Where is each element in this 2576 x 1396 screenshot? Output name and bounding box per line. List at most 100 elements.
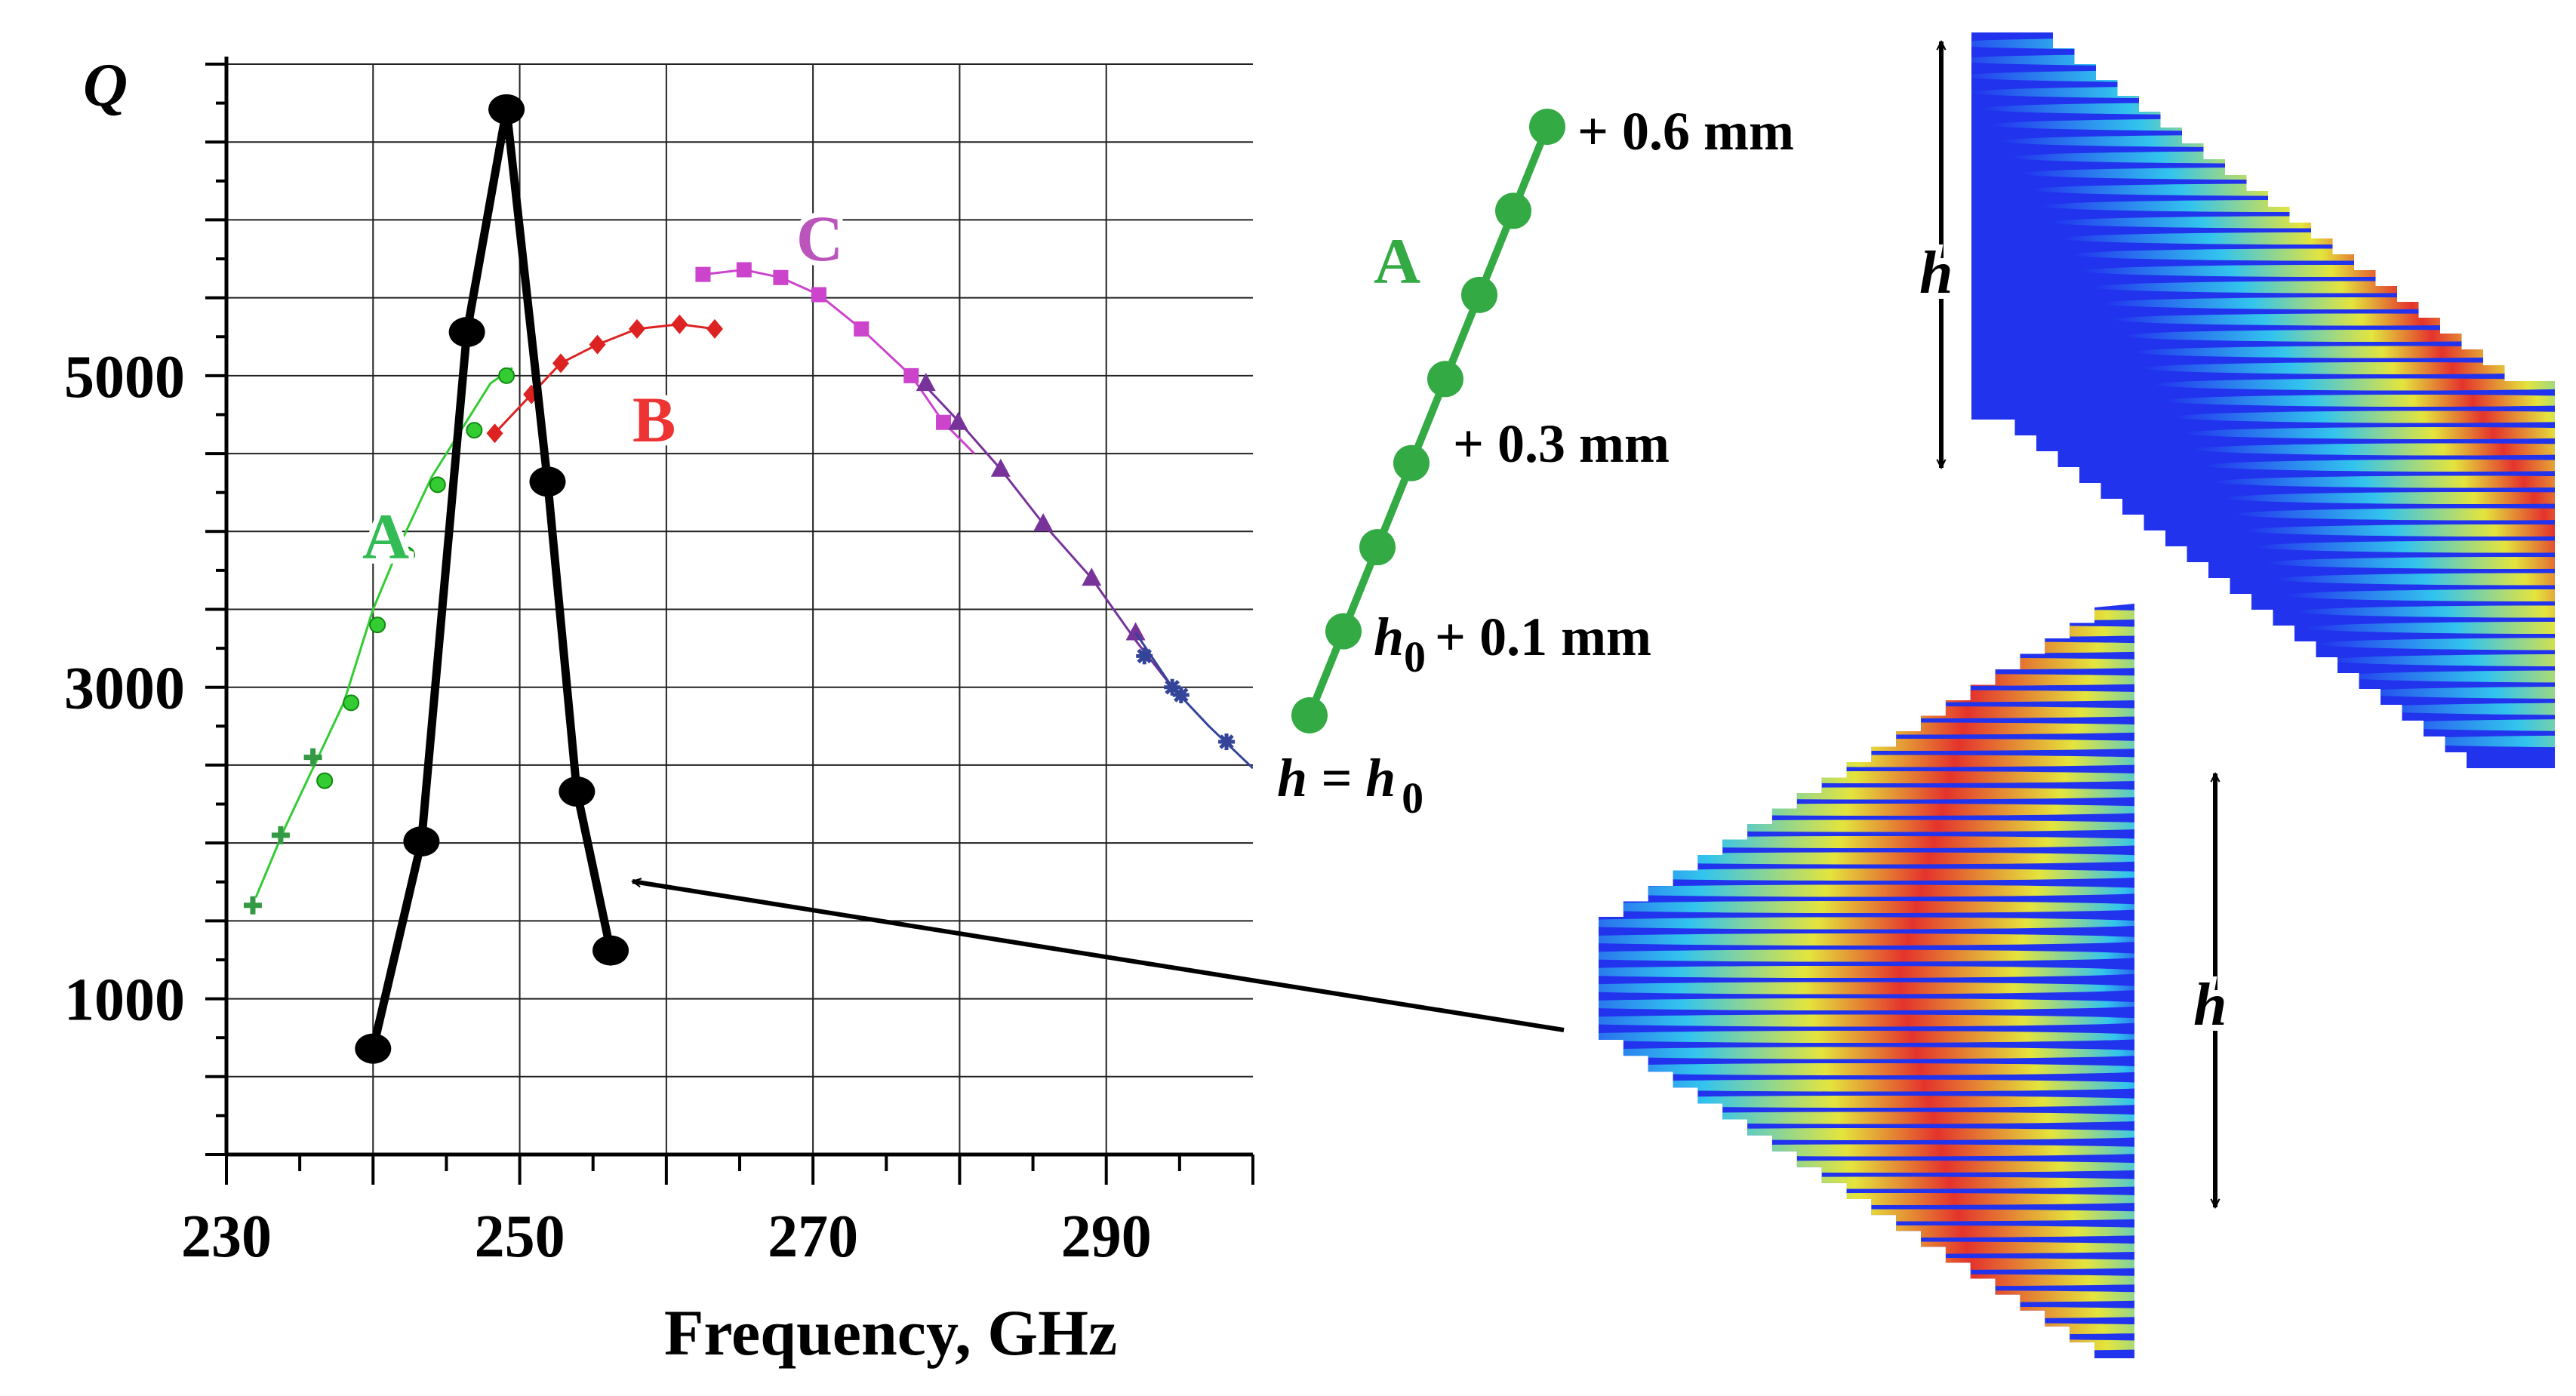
series [355,94,629,1064]
data-point [706,318,723,339]
field-stripe [2092,281,2555,294]
data-point [486,423,503,444]
field-stripe [1599,804,2134,816]
field-stripe [1971,38,2438,50]
field-stripe [2051,216,2550,229]
series [1134,632,1253,770]
field-stripe [1980,103,2479,115]
field-stripe [1612,609,2134,621]
height-dot [1461,276,1497,313]
data-point [529,466,566,497]
height-dot [1325,613,1362,650]
field-stripe [1599,787,2134,800]
data-point [243,896,262,915]
field-stripe [1599,901,2134,913]
data-point [629,318,645,339]
field-stripe [1599,706,2134,718]
field-stripe [1599,1209,2134,1222]
data-point [592,935,629,966]
data-point-mark [303,748,322,767]
data-point [916,373,936,392]
x-tick-label: 270 [768,1204,858,1270]
y-axis-label: Q [83,51,128,119]
field-stripe [2286,589,2555,601]
data-point [773,269,789,285]
h-dimension-top: h [1913,42,1959,468]
field-stripe [2255,540,2555,553]
field-stripe [1599,1144,2134,1157]
field-stripe [2307,622,2555,634]
grid [226,63,1253,1155]
field-stripe [1599,982,2134,995]
field-stripe [1599,949,2134,962]
field-stripe [2245,524,2555,537]
field-stripe [1990,118,2489,131]
field-stripe [2205,460,2555,472]
tick-labels: 230 250 270 290 1000 3000 5000 [64,344,1152,1270]
height-dots [1291,109,1565,733]
data-point [369,617,386,634]
x-tick-label: 230 [181,1204,272,1270]
field-stripe [1599,819,2134,832]
field-stripe [2266,557,2555,569]
field-stripe [1599,739,2134,751]
field-stripe [1599,1274,2134,1287]
data-point [903,367,919,383]
field-stripe [1599,1258,2134,1270]
data-point [316,772,334,789]
data-point [1172,687,1190,704]
axes [205,57,1254,1185]
data-point [488,94,525,125]
field-stripe [2327,654,2555,666]
field-stripe [1599,1290,2134,1302]
field-distribution-bottom [1599,604,2134,1358]
y-tick-label: 5000 [64,344,185,410]
data-point [552,353,569,374]
field-stripe [1971,86,2469,99]
data-point [589,334,606,355]
data-point [854,321,869,337]
data-point [271,826,290,844]
series-layer [243,94,1253,1064]
data-point [303,748,322,767]
data-point [1136,647,1153,665]
field-stripe [1599,852,2134,865]
field-stripe [2368,719,2555,731]
field-stripe [2174,410,2555,423]
h0-symbol: h [1374,607,1404,667]
data-point [811,287,826,303]
data-point [1218,733,1236,750]
series-a-label: A [362,500,409,573]
data-point [736,262,752,278]
field-stripe [2062,232,2555,244]
height-dot [1359,529,1396,566]
field-stripe [1599,722,2134,735]
h-equals-text: h = h [1277,748,1396,808]
field-stripe [2377,735,2555,748]
field-stripe [1611,1339,2134,1351]
height-legend-title: A [1374,225,1420,297]
h0-subscript: 0 [1404,632,1426,681]
y-tick-label: 1000 [64,967,185,1034]
field-stripe [1607,1323,2134,1335]
field-stripe [2153,378,2555,391]
data-point [466,422,483,439]
field-stripe [2082,265,2555,277]
x-axis-label: Frequency, GHz [664,1296,1117,1369]
data-point [398,546,415,564]
data-point [948,411,968,430]
field-stripe [2347,687,2555,699]
data-point [559,776,596,807]
field-stripe [1599,1079,2134,1092]
field-stripe [1599,933,2134,946]
field-stripe [1599,1128,2134,1140]
height-dot [1427,361,1463,398]
field-stripe [1599,1176,2134,1189]
field-stripe [1599,1225,2134,1238]
field-stripe [1599,998,2134,1010]
field-stripe [1599,836,2134,848]
field-stripe [1599,1047,2134,1059]
height-dot [1529,109,1565,145]
data-point [448,317,485,348]
